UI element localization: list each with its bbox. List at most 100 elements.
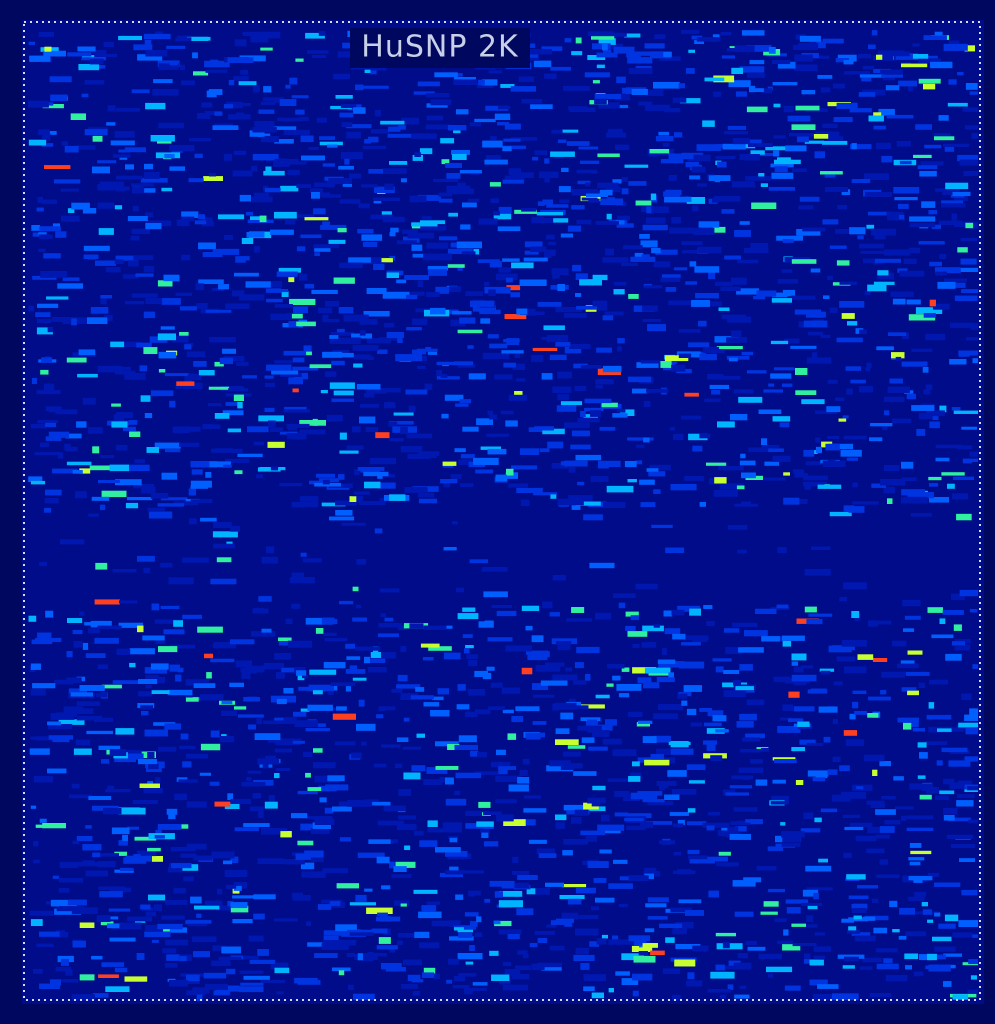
speckle xyxy=(686,980,702,986)
speckle xyxy=(614,47,635,54)
speckle xyxy=(587,798,606,804)
speckle xyxy=(111,404,121,407)
speckle xyxy=(398,815,416,819)
speckle xyxy=(511,86,536,91)
speckle xyxy=(458,684,466,691)
speckle xyxy=(742,352,754,355)
speckle xyxy=(952,641,965,645)
speckle xyxy=(815,932,825,935)
speckle xyxy=(104,42,115,47)
speckle xyxy=(489,415,497,420)
speckle xyxy=(901,489,925,495)
speckle xyxy=(828,380,838,384)
speckle xyxy=(972,934,978,938)
speckle xyxy=(865,192,892,197)
speckle xyxy=(293,741,305,744)
speckle xyxy=(905,965,912,969)
speckle xyxy=(958,723,978,728)
speckle xyxy=(151,390,174,396)
speckle xyxy=(299,117,309,121)
speckle xyxy=(726,337,747,342)
speckle xyxy=(266,365,291,371)
speckle xyxy=(115,259,124,264)
speckle xyxy=(253,86,260,93)
speckle xyxy=(789,133,814,136)
speckle xyxy=(218,214,244,219)
speckle xyxy=(514,883,529,889)
speckle xyxy=(50,95,67,102)
speckle xyxy=(458,953,483,959)
speckle xyxy=(524,795,541,798)
speckle xyxy=(929,965,951,972)
speckle xyxy=(961,289,978,293)
speckle xyxy=(773,456,791,462)
speckle xyxy=(353,678,367,681)
speckle xyxy=(869,116,884,122)
speckle xyxy=(459,318,475,324)
speckle xyxy=(359,417,375,424)
speckle xyxy=(501,350,523,353)
speckle xyxy=(624,818,643,821)
speckle xyxy=(792,259,817,264)
speckle xyxy=(710,755,722,761)
speckle xyxy=(105,187,129,191)
speckle xyxy=(867,713,878,718)
speckle xyxy=(597,53,618,58)
speckle xyxy=(729,358,738,362)
speckle xyxy=(711,390,720,394)
speckle xyxy=(137,626,143,633)
speckle xyxy=(368,667,387,673)
speckle xyxy=(957,445,973,449)
speckle xyxy=(227,57,253,63)
speckle xyxy=(157,924,182,929)
speckle xyxy=(644,760,669,766)
speckle xyxy=(893,776,903,780)
speckle xyxy=(427,902,440,905)
speckle xyxy=(800,197,820,202)
speckle xyxy=(226,969,235,975)
speckle xyxy=(128,216,148,221)
speckle xyxy=(544,74,557,79)
speckle xyxy=(110,749,126,756)
speckle xyxy=(488,411,494,415)
speckle xyxy=(923,909,932,915)
speckle xyxy=(406,434,432,439)
speckle xyxy=(739,664,753,671)
speckle xyxy=(658,704,683,710)
speckle xyxy=(400,427,408,434)
speckle xyxy=(391,874,411,878)
speckle xyxy=(740,221,750,225)
speckle xyxy=(805,866,831,872)
speckle xyxy=(876,143,891,149)
speckle xyxy=(512,857,518,863)
speckle xyxy=(213,531,238,537)
speckle xyxy=(253,894,275,899)
speckle xyxy=(566,618,592,621)
speckle xyxy=(945,915,958,922)
speckle xyxy=(860,966,873,970)
speckle xyxy=(484,282,489,286)
speckle xyxy=(858,54,871,59)
speckle xyxy=(209,387,229,390)
speckle xyxy=(794,64,817,71)
speckle xyxy=(359,501,386,505)
speckle xyxy=(718,466,743,470)
speckle xyxy=(155,619,176,623)
speckle xyxy=(380,916,391,922)
speckle xyxy=(899,215,904,220)
speckle xyxy=(250,36,268,43)
speckle xyxy=(774,135,786,138)
speckle xyxy=(428,269,447,276)
speckle xyxy=(470,301,494,307)
speckle xyxy=(460,224,470,229)
speckle xyxy=(552,275,559,279)
speckle xyxy=(616,77,626,84)
speckle xyxy=(681,30,699,34)
speckle xyxy=(909,876,933,880)
speckle xyxy=(167,809,178,815)
speckle xyxy=(449,189,474,195)
speckle xyxy=(223,465,232,468)
speckle xyxy=(88,796,111,800)
speckle xyxy=(327,145,337,148)
speckle xyxy=(315,819,335,825)
